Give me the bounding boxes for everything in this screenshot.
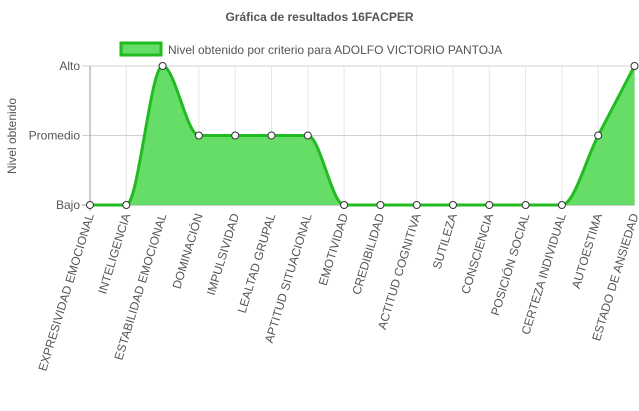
data-point[interactable] (158, 62, 167, 70)
x-tick-label: EXPRESIVIDAD EMOCIONAL (36, 211, 97, 372)
x-tick-label: DOMINACIÓN (169, 211, 206, 290)
legend[interactable]: Nivel obtenido por criterio para ADOLFO … (119, 41, 502, 57)
chart-title: Gráfica de resultados 16FACPER (225, 10, 413, 24)
x-tick-label: AUTOESTIMA (569, 212, 605, 290)
data-point[interactable] (231, 131, 240, 140)
y-axis-title: Nivel obtenido (5, 98, 19, 174)
y-tick-label: Bajo (56, 198, 80, 212)
x-tick-label: EMOTIVIDAD (316, 211, 351, 287)
y-tick-label: Alto (59, 59, 80, 73)
y-tick-label: Promedio (29, 129, 81, 143)
plot-area: Bajo Promedio Alto EXPRESIVIDAD EMOCIONALIN… (29, 59, 639, 373)
x-tick-label: INTELIGENCIA (95, 212, 133, 296)
x-tick-label: CREDIBILIDAD (349, 211, 387, 296)
data-point[interactable] (485, 201, 494, 209)
legend-swatch (119, 41, 163, 57)
data-point[interactable] (267, 131, 276, 140)
x-tick-label: CONSCIENCIA (458, 212, 496, 296)
series-line (90, 64, 636, 207)
data-point[interactable] (86, 201, 94, 209)
data-point[interactable] (594, 131, 603, 140)
x-tick-label: SUTILEZA (430, 212, 460, 271)
data-point[interactable] (122, 201, 131, 209)
data-point[interactable] (303, 131, 312, 140)
data-point[interactable] (376, 201, 385, 209)
data-point[interactable] (521, 201, 530, 209)
data-point[interactable] (449, 201, 457, 209)
data-point[interactable] (340, 201, 349, 209)
x-tick-label: POSICIÓN SOCIAL (487, 211, 532, 317)
data-point[interactable] (412, 201, 421, 209)
x-tick-label: IMPULSIVIDAD (204, 211, 242, 296)
data-point[interactable] (630, 62, 639, 70)
series-area (90, 66, 635, 205)
data-point[interactable] (194, 131, 203, 140)
x-tick-label: LEALTAD GRUPAL (235, 211, 279, 314)
legend-label: Nivel obtenido por criterio para ADOLFO … (168, 43, 502, 57)
data-point[interactable] (557, 201, 566, 209)
